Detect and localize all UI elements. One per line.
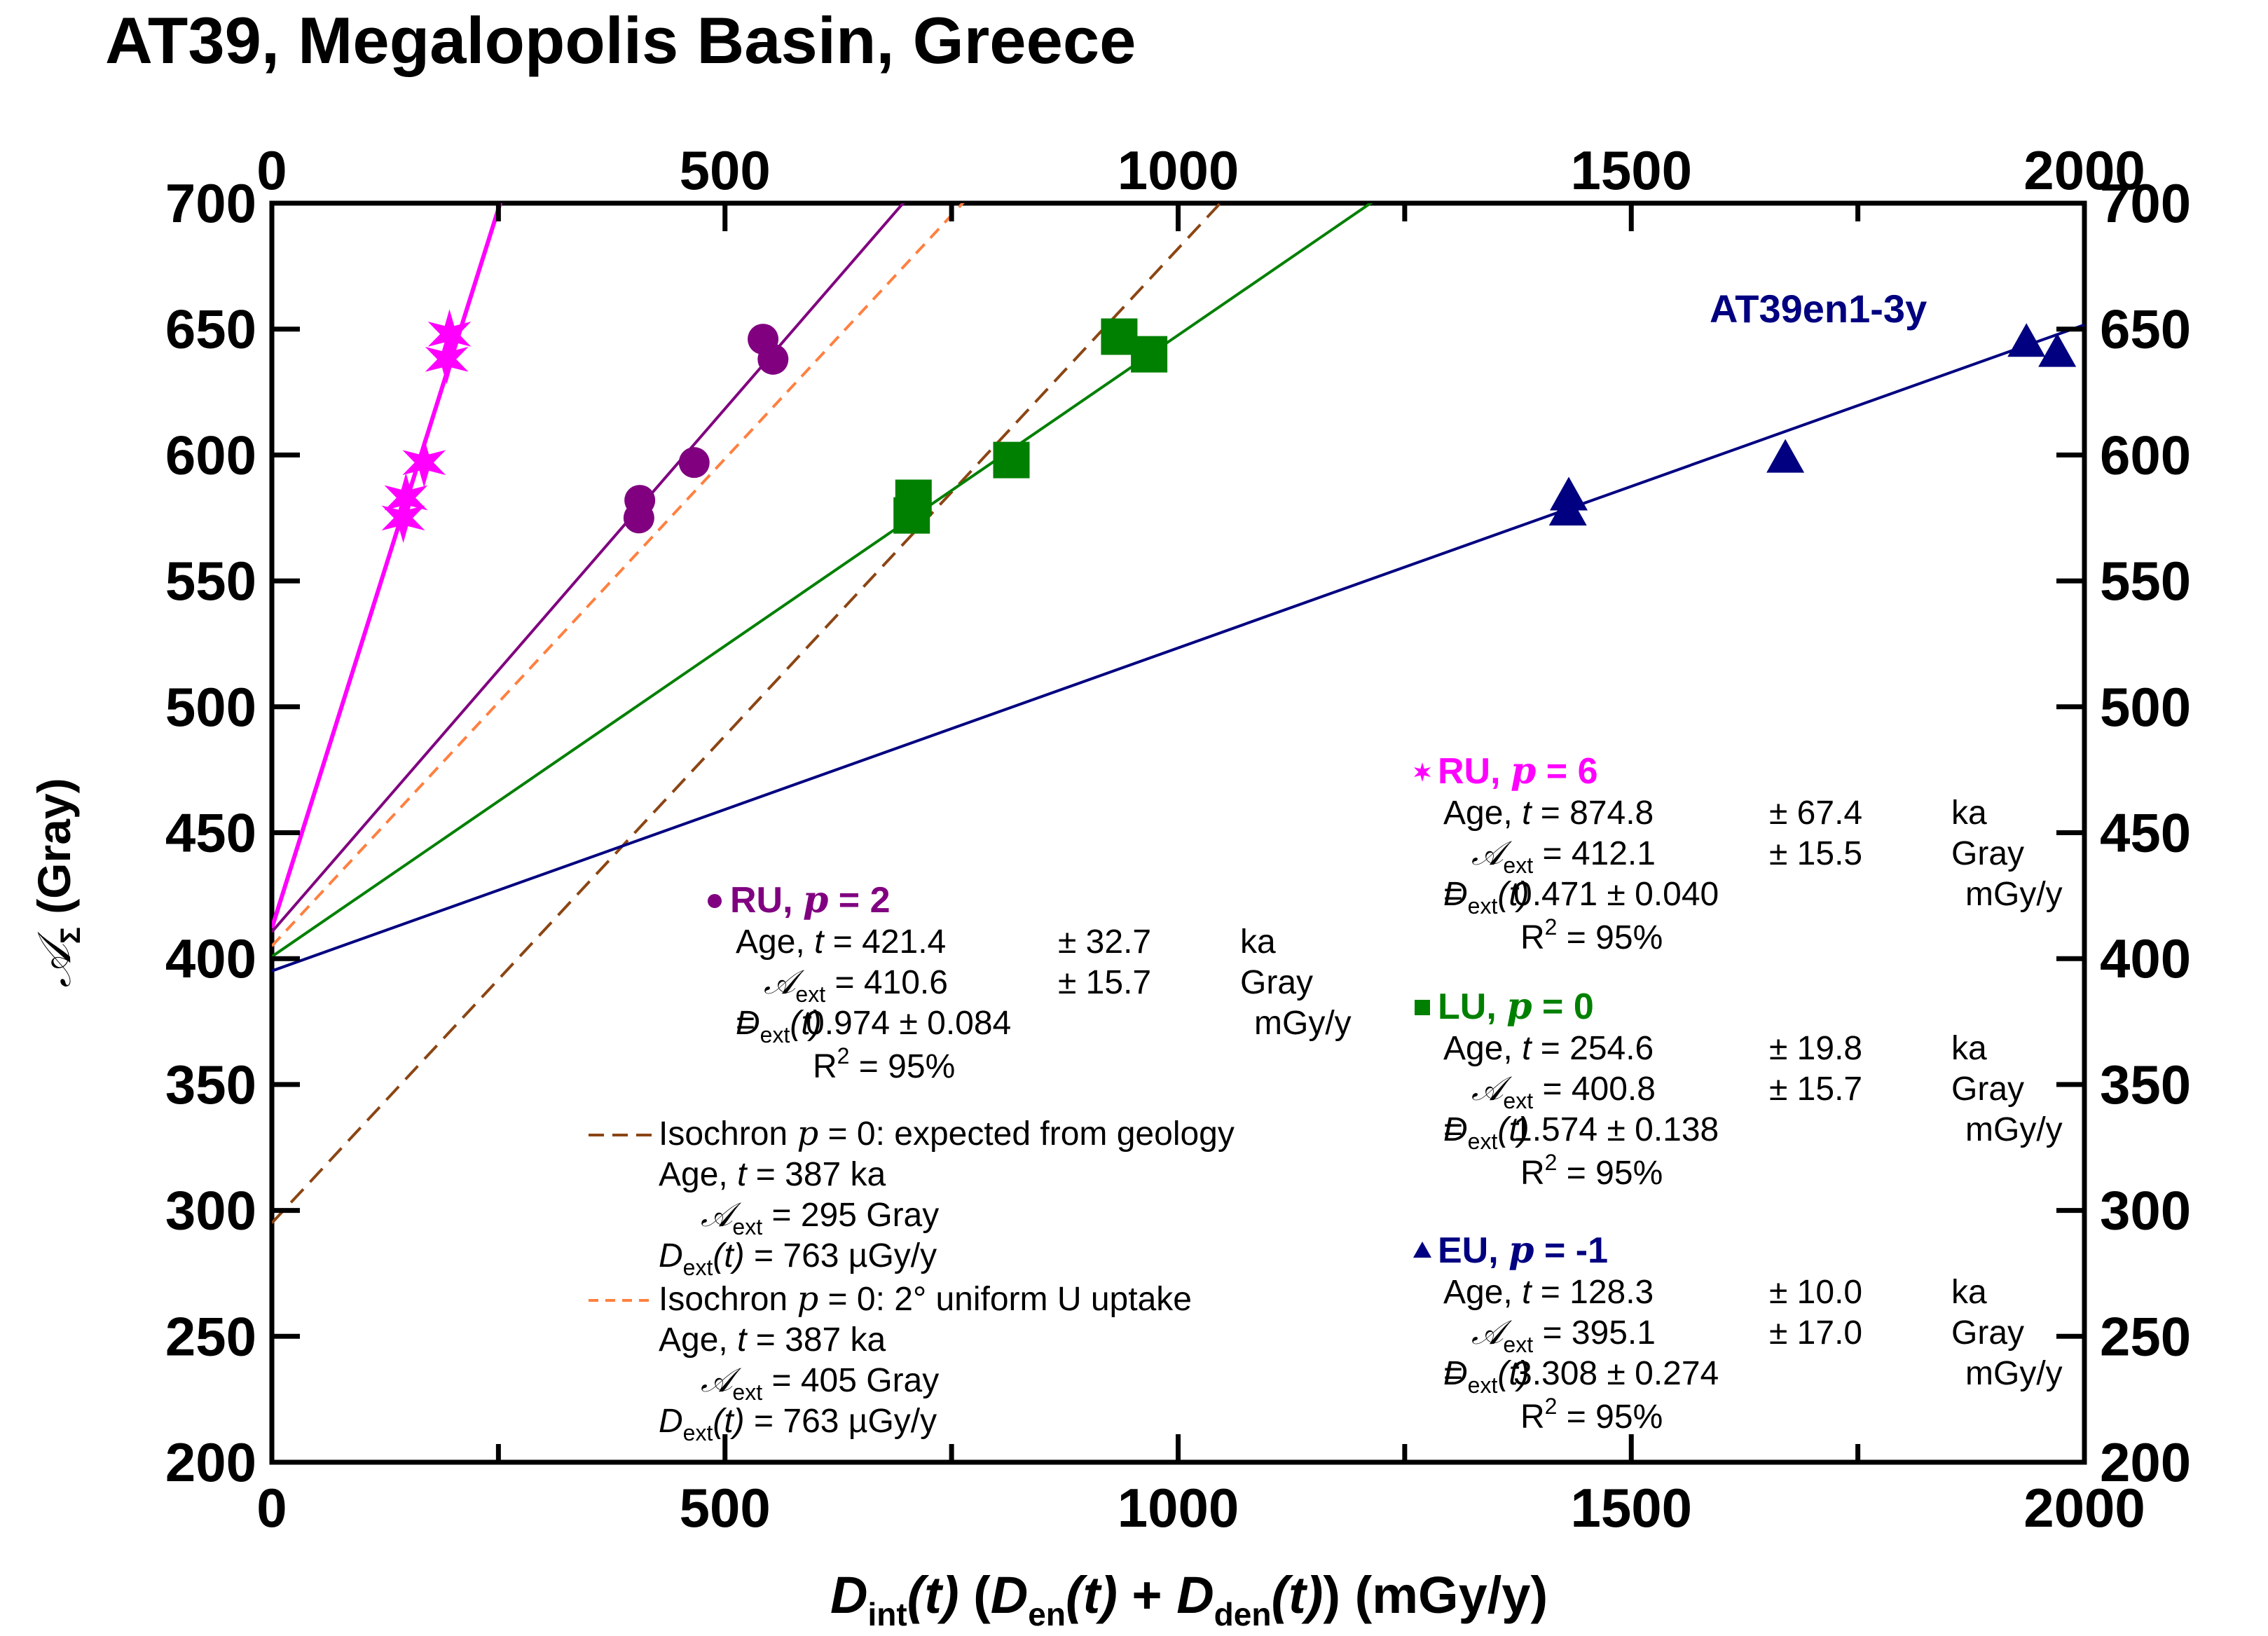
y-tick-label-right: 250 <box>2100 1305 2191 1367</box>
data-point-circle <box>678 447 710 479</box>
x-tick-label-bottom: 1500 <box>1570 1477 1692 1539</box>
legend-title: EU, p = -1 <box>1438 1229 1608 1272</box>
y-tick-label-right: 400 <box>2100 928 2191 989</box>
legend-title: RU, p = 2 <box>730 879 891 921</box>
data-point-star <box>425 334 469 385</box>
x-tick-label-bottom: 500 <box>680 1477 771 1539</box>
legend-triangle-icon <box>1413 1242 1431 1258</box>
y-tick-label-left: 650 <box>165 298 256 360</box>
aext-row: 𝒜ext = 412.1 ± 15.5 Gray <box>1471 834 2024 878</box>
fit-line-eu-p-1 <box>272 323 2084 972</box>
sample-label: AT39en1-3y <box>1710 287 1927 331</box>
y-tick-label-right: 650 <box>2100 298 2191 360</box>
isochron-aext: 𝒜ext = 295 Gray <box>701 1195 939 1239</box>
r2-row: R2 = 95% <box>1520 1150 1663 1192</box>
y-tick-label-left: 550 <box>165 550 256 612</box>
y-tick-label-right: 550 <box>2100 550 2191 612</box>
y-tick-label-right: 200 <box>2100 1431 2191 1493</box>
age-row: Age, t = 874.8 ± 67.4 ka <box>1443 795 1987 832</box>
y-tick-label-right: 500 <box>2100 676 2191 738</box>
fit-lines <box>272 203 2084 1224</box>
x-axis-label: Dint(t) (Den(t) + Dden(t)) (mGy/y) <box>830 1566 1548 1632</box>
y-tick-label-right: 600 <box>2100 424 2191 486</box>
isochron-title: Isochron p = 0: 2° uniform U uptake <box>659 1279 1192 1319</box>
isochron-title: Isochron p = 0: expected from geology <box>659 1114 1235 1153</box>
data-point-triangle <box>2007 323 2046 357</box>
legend-title: RU, p = 6 <box>1438 750 1598 792</box>
legend-square-icon <box>1415 1000 1430 1015</box>
fit-line-ru-p2 <box>272 203 905 933</box>
aext-row: 𝒜ext = 395.1 ± 17.0 Gray <box>1471 1313 2024 1357</box>
data-point-star <box>402 437 446 488</box>
r2-row: R2 = 95% <box>1520 1394 1663 1436</box>
isochron-age: Age, t = 387 ka <box>659 1156 886 1193</box>
y-tick-label-left: 700 <box>165 172 256 234</box>
aext-row: 𝒜ext = 410.6 ± 15.7 Gray <box>764 963 1313 1007</box>
x-tick-label-top: 1500 <box>1570 139 1692 201</box>
isochron-dext: Dext(t) = 763 µGy/y <box>659 1403 937 1445</box>
y-tick-label-left: 450 <box>165 802 256 864</box>
data-point-square <box>895 479 932 516</box>
isochron-legend: Isochron p = 0: 2° uniform U uptakeAge, … <box>589 1279 1192 1445</box>
x-tick-label-top: 2000 <box>2023 139 2145 201</box>
fit-line-lu-p0 <box>272 203 1373 958</box>
y-tick-label-left: 600 <box>165 424 256 486</box>
data-point-triangle <box>1766 439 1805 473</box>
dext-row: Dext(t)= 0.974 ± 0.084 mGy/y <box>736 1005 1352 1047</box>
x-tick-label-bottom: 2000 <box>2023 1477 2145 1539</box>
age-row: Age, t = 421.4 ± 32.7 ka <box>736 923 1276 961</box>
data-point-triangle <box>1549 476 1588 511</box>
age-row: Age, t = 128.3 ± 10.0 ka <box>1443 1274 1987 1311</box>
legend-circle-icon <box>708 894 722 908</box>
x-tick-label-top: 500 <box>680 139 771 201</box>
y-tick-label-left: 200 <box>165 1431 256 1493</box>
legend-star-icon <box>1413 762 1431 782</box>
x-tick-label-top: 1000 <box>1118 139 1239 201</box>
isochron-aext: 𝒜ext = 405 Gray <box>701 1361 939 1405</box>
r2-row: R2 = 95% <box>1520 914 1663 956</box>
y-tick-label-left: 500 <box>165 676 256 738</box>
data-point-square <box>993 441 1030 479</box>
data-markers <box>381 309 2077 543</box>
y-axis-label: 𝒜Σ (Gray) <box>27 778 86 987</box>
isochron-dext: Dext(t) = 763 µGy/y <box>659 1237 937 1280</box>
data-point-circle <box>757 343 789 375</box>
y-tick-label-right: 450 <box>2100 802 2191 864</box>
isochron-age: Age, t = 387 ka <box>659 1321 886 1359</box>
y-tick-label-left: 300 <box>165 1180 256 1242</box>
isochron-legend: Isochron p = 0: expected from geologyAge… <box>589 1114 1235 1280</box>
y-tick-label-right: 300 <box>2100 1180 2191 1242</box>
age-row: Age, t = 254.6 ± 19.8 ka <box>1443 1030 1987 1067</box>
y-tick-label-left: 250 <box>165 1305 256 1367</box>
x-tick-label-bottom: 1000 <box>1118 1477 1239 1539</box>
data-point-star <box>427 309 472 359</box>
isochron-line <box>272 203 965 947</box>
y-tick-label-right: 700 <box>2100 172 2191 234</box>
r2-row: R2 = 95% <box>813 1043 955 1085</box>
data-point-triangle <box>2038 333 2077 367</box>
isochron-line <box>272 203 1223 1224</box>
dext-row: Dext(t)= 0.471 ± 0.040 mGy/y <box>1443 876 2063 919</box>
data-point-star <box>384 472 428 523</box>
y-tick-label-left: 350 <box>165 1054 256 1115</box>
dext-row: Dext(t)= 1.574 ± 0.138 mGy/y <box>1443 1111 2063 1154</box>
data-point-circle <box>624 485 656 516</box>
dext-row: Dext(t)= 3.308 ± 0.274 mGy/y <box>1443 1355 2063 1398</box>
y-tick-label-right: 350 <box>2100 1054 2191 1115</box>
x-tick-label-top: 0 <box>256 139 287 201</box>
aext-row: 𝒜ext = 400.8 ± 15.7 Gray <box>1471 1069 2024 1113</box>
y-tick-label-left: 400 <box>165 928 256 989</box>
legend-title: LU, p = 0 <box>1438 985 1594 1028</box>
data-point-square <box>1131 336 1168 373</box>
x-tick-label-bottom: 0 <box>256 1477 287 1539</box>
chart-title: AT39, Megalopolis Basin, Greece <box>105 4 1136 77</box>
